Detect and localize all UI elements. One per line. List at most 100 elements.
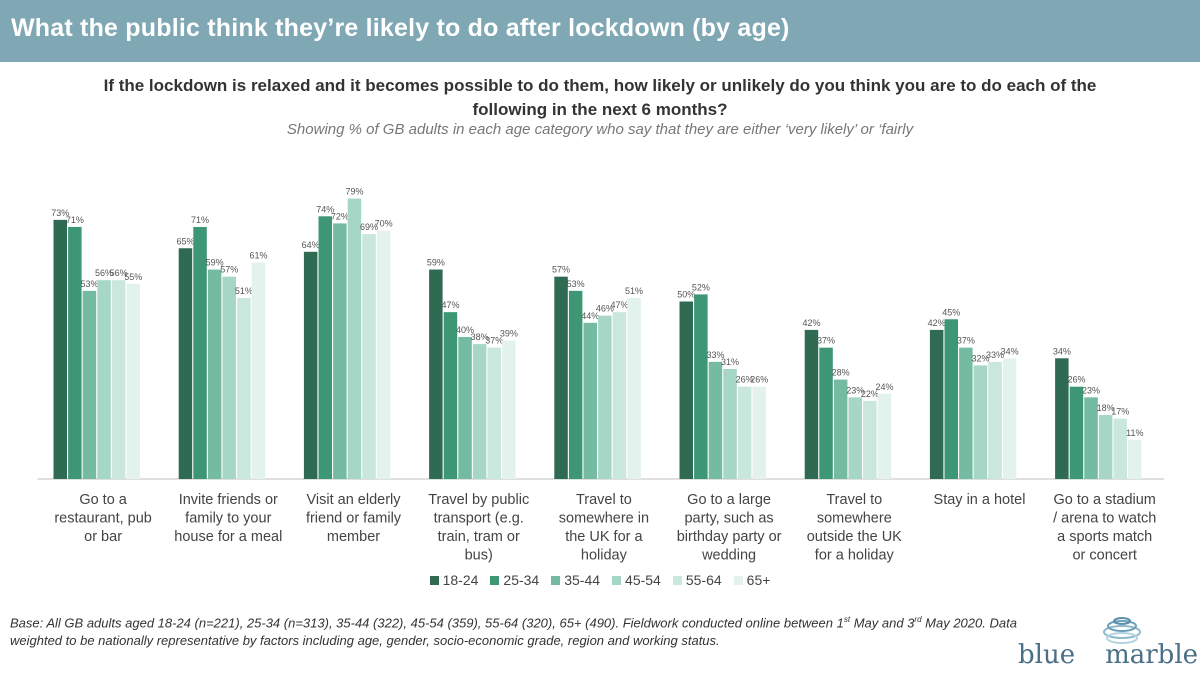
data-label: 59%: [206, 258, 224, 268]
data-label: 42%: [928, 318, 946, 328]
bar: [723, 368, 737, 479]
data-label: 50%: [677, 290, 695, 300]
data-label: 18%: [1097, 403, 1115, 413]
data-label: 55%: [124, 272, 142, 282]
bar: [627, 297, 641, 479]
bar: [1113, 418, 1127, 479]
data-label: 52%: [692, 282, 710, 292]
category-label-line: or concert: [1072, 548, 1136, 564]
bar: [1055, 358, 1069, 479]
data-label: 28%: [832, 368, 850, 378]
data-label: 57%: [220, 265, 238, 275]
bar: [251, 262, 266, 479]
bar: [53, 219, 67, 479]
category-label-line: birthday party or: [677, 529, 782, 545]
data-label: 71%: [66, 215, 84, 225]
bar: [1069, 386, 1084, 479]
data-label: 64%: [302, 240, 320, 250]
bar: [1128, 439, 1142, 479]
legend-label: 25-34: [503, 572, 540, 588]
data-label: 11%: [1126, 428, 1143, 438]
bar: [708, 361, 723, 479]
bar: [1084, 397, 1098, 479]
data-label: 23%: [1082, 385, 1100, 395]
bar: [82, 290, 97, 479]
bar: [193, 226, 207, 479]
bar: [583, 322, 597, 479]
category-label-line: a sports match: [1057, 529, 1152, 545]
category-label-line: somewhere: [817, 511, 892, 527]
data-label: 33%: [986, 350, 1004, 360]
category-label-line: train, tram or: [438, 529, 520, 545]
bar: [111, 280, 126, 479]
logo-text-right: marble: [1105, 640, 1199, 670]
question-text: If the lockdown is relaxed and it become…: [103, 76, 1097, 119]
data-label: 44%: [581, 311, 599, 321]
bar: [877, 393, 892, 479]
bar: [347, 198, 362, 480]
category-label: Travel to somewhere outside the UK for a ho…: [807, 492, 902, 564]
data-label: 56%: [110, 268, 128, 278]
chart-subtitle: Showing % of GB adults in each age categ…: [286, 121, 914, 138]
data-label: 69%: [360, 222, 378, 232]
data-label: 73%: [51, 208, 69, 218]
data-label: 61%: [249, 250, 267, 260]
bar: [863, 400, 877, 479]
category-label-line: Travel to: [576, 492, 632, 508]
legend-item: 55-64: [672, 572, 722, 588]
category-label: Go to a large party, such as birthday part…: [677, 492, 782, 564]
category-label-line: Go to a large: [687, 492, 771, 508]
bar: [376, 230, 391, 479]
bar: [959, 347, 973, 479]
legend-swatch: [490, 575, 500, 585]
bar: [612, 312, 627, 479]
category-label-line: house for a meal: [174, 529, 282, 545]
data-label: 37%: [817, 336, 835, 346]
data-label: 23%: [846, 385, 864, 395]
data-label: 71%: [191, 215, 209, 225]
data-label: 37%: [957, 336, 975, 346]
legend-swatch: [551, 575, 561, 585]
data-label: 72%: [331, 211, 349, 221]
bar: [988, 361, 1002, 479]
data-label: 65%: [176, 236, 194, 246]
data-label: 26%: [1067, 375, 1085, 385]
category-label: Visit an elderly friend or family member: [306, 492, 402, 545]
legend-swatch: [429, 575, 439, 585]
legend-label: 55-64: [685, 572, 722, 588]
base-note-part3: May 2020. Data weighted to be nationally…: [10, 615, 1017, 649]
bar: [126, 283, 140, 479]
chart-legend: 18-24 25-34 35-44 45-54 55-64 65+: [0, 572, 1200, 588]
category-label-line: Invite friends or: [179, 492, 278, 508]
bar: [929, 329, 944, 479]
data-label: 53%: [80, 279, 98, 289]
data-label: 34%: [1001, 346, 1019, 356]
legend-swatch: [612, 575, 622, 585]
base-note-sup2: rd: [914, 615, 922, 624]
legend-item: 65+: [733, 572, 770, 588]
category-label-line: somewhere in: [559, 511, 649, 527]
data-label: 51%: [625, 286, 643, 296]
base-note-part1: Base: All GB adults aged 18-24 (n=221), …: [10, 615, 844, 631]
bar: [458, 337, 472, 479]
base-note-part2: May and 3: [850, 615, 915, 631]
bar: [303, 251, 318, 479]
bar: [1098, 415, 1113, 479]
data-label: 46%: [596, 304, 614, 314]
data-label: 47%: [441, 300, 459, 310]
bar: [944, 319, 958, 479]
category-label: Travel by public transport (e.g. train, tr…: [428, 492, 529, 564]
category-label-line: wedding: [701, 548, 756, 564]
bar: [237, 297, 251, 479]
category-label-line: Travel to: [826, 492, 882, 508]
legend-swatch: [733, 575, 743, 585]
data-label: 31%: [721, 357, 739, 367]
marble-globe-icon: [1103, 617, 1141, 644]
legend-label: 45-54: [625, 572, 661, 588]
blue-marble-logo: blue marble: [1018, 612, 1198, 672]
bar: [568, 290, 583, 479]
category-label: Invite friends or family to your house for…: [174, 492, 282, 545]
data-label: 40%: [456, 325, 474, 335]
data-label: 45%: [942, 307, 960, 317]
legend-label: 18-24: [442, 572, 479, 588]
